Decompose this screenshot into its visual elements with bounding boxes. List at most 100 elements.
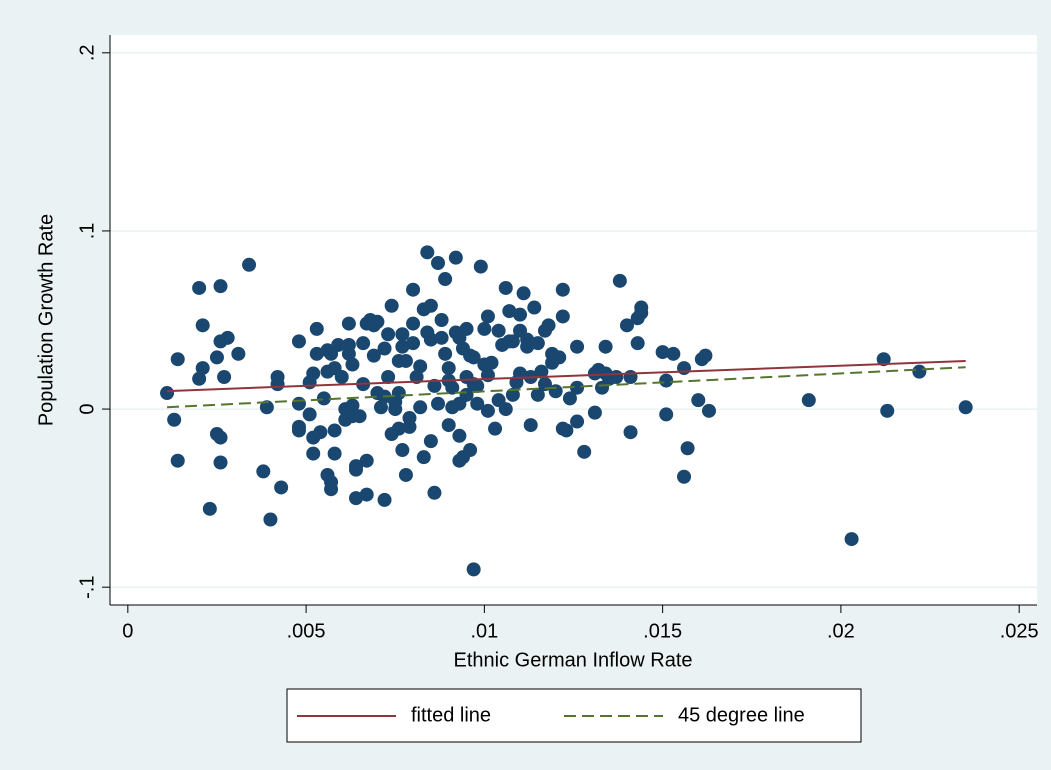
point <box>306 446 321 461</box>
point <box>630 336 645 351</box>
x-tick-label: 0 <box>122 620 133 642</box>
point <box>195 361 210 376</box>
point <box>441 418 456 433</box>
legend-label: 45 degree line <box>678 704 805 726</box>
point <box>659 373 674 388</box>
point <box>413 359 428 374</box>
point <box>377 341 392 356</box>
y-tick-label: .2 <box>76 44 98 61</box>
point <box>441 361 456 376</box>
point <box>327 446 342 461</box>
point <box>513 307 528 322</box>
point <box>381 327 396 342</box>
x-tick-label: .02 <box>827 620 855 642</box>
point <box>391 421 406 436</box>
point <box>448 250 463 265</box>
point <box>170 453 185 468</box>
point <box>381 370 396 384</box>
point <box>291 423 306 438</box>
point <box>880 403 895 418</box>
point <box>291 396 306 411</box>
point <box>498 280 513 295</box>
point <box>213 455 228 470</box>
point <box>502 304 517 319</box>
point <box>192 280 207 295</box>
point <box>324 475 339 490</box>
point <box>559 423 574 438</box>
point <box>160 386 175 401</box>
plot-area <box>110 35 1037 605</box>
point <box>438 272 453 287</box>
point <box>306 366 321 381</box>
y-axis-title: Population Growth Rate <box>35 214 57 426</box>
point <box>680 441 695 456</box>
point <box>473 259 488 274</box>
point <box>541 318 556 333</box>
point <box>445 380 460 395</box>
point <box>270 377 285 392</box>
point <box>341 316 356 331</box>
point <box>516 286 531 301</box>
y-tick-label: 0 <box>76 404 98 415</box>
point <box>395 443 410 458</box>
point <box>958 400 973 415</box>
point <box>505 334 520 349</box>
point <box>263 512 278 527</box>
point <box>334 370 349 384</box>
point <box>302 407 317 422</box>
point <box>423 298 438 313</box>
point <box>609 370 624 384</box>
point <box>349 491 364 506</box>
point <box>655 345 670 360</box>
legend-label: fitted line <box>411 704 491 726</box>
point <box>470 396 485 411</box>
point <box>366 348 381 363</box>
point <box>562 391 577 406</box>
point <box>331 337 346 352</box>
point <box>570 414 585 429</box>
point <box>527 300 542 315</box>
point <box>217 370 232 384</box>
point <box>570 380 585 395</box>
point <box>345 398 360 413</box>
point <box>577 444 592 459</box>
point <box>598 339 613 354</box>
point <box>220 330 235 345</box>
point <box>406 336 421 351</box>
point <box>438 346 453 361</box>
point <box>459 321 474 336</box>
point <box>242 257 257 272</box>
point <box>416 450 431 465</box>
point <box>209 350 224 365</box>
point <box>259 400 274 415</box>
point <box>844 532 859 547</box>
y-tick-label: .1 <box>76 223 98 240</box>
point <box>420 245 435 260</box>
point <box>213 430 228 445</box>
point <box>231 346 246 361</box>
point <box>202 501 217 516</box>
point <box>423 434 438 449</box>
point <box>423 332 438 347</box>
point <box>530 336 545 351</box>
legend-items: fitted line 45 degree line <box>297 704 805 726</box>
point <box>274 480 289 495</box>
x-tick-label: .025 <box>1000 620 1039 642</box>
point <box>587 405 602 420</box>
point <box>498 402 513 417</box>
point <box>701 403 716 418</box>
point <box>801 393 816 408</box>
point <box>523 418 538 433</box>
point <box>406 316 421 331</box>
point <box>409 370 424 384</box>
point <box>213 279 228 294</box>
point <box>377 492 392 507</box>
point <box>548 384 563 399</box>
point <box>309 346 324 361</box>
point <box>659 407 674 422</box>
point <box>359 453 374 468</box>
point <box>352 409 367 424</box>
point <box>570 339 585 354</box>
point <box>634 300 649 315</box>
